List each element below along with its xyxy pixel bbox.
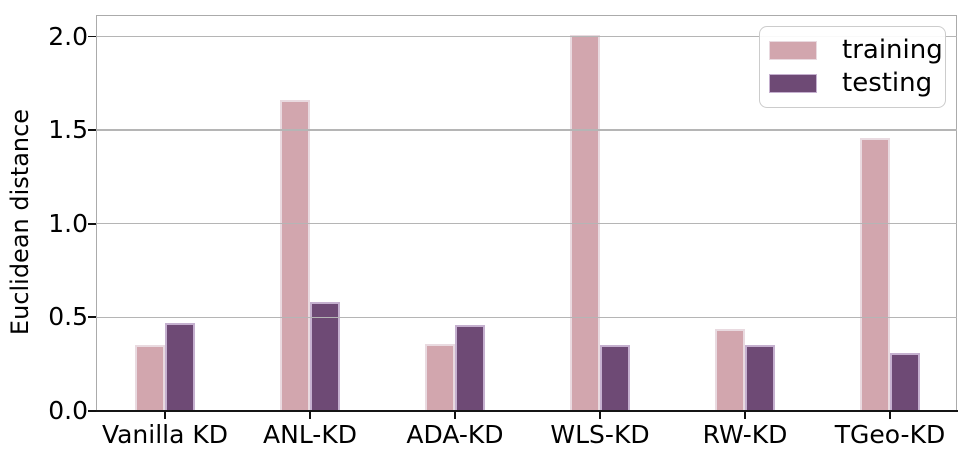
- legend-item-testing: testing: [769, 69, 935, 98]
- bar-testing-ANL-KD: [310, 302, 340, 411]
- gridline-2.0: [96, 35, 957, 38]
- y-tick-0.5: [88, 316, 96, 319]
- x-tick-RW-KD: [744, 411, 746, 419]
- bar-training-TGeo-KD: [860, 137, 890, 411]
- bar-training-ADA-KD: [425, 343, 455, 411]
- bar-training-RW-KD: [715, 328, 745, 411]
- x-tick-label-Vanilla KD: Vanilla KD: [101, 420, 229, 449]
- legend-swatch-training: [769, 40, 817, 60]
- x-tick-TGeo-KD: [889, 411, 891, 419]
- x-tick-ADA-KD: [454, 411, 456, 419]
- bar-training-Vanilla KD: [135, 345, 165, 411]
- bar-testing-RW-KD: [745, 345, 775, 411]
- bar-testing-TGeo-KD: [890, 352, 920, 411]
- legend-swatch-testing: [769, 74, 817, 94]
- y-tick-label-1.0: 1.0: [48, 208, 88, 238]
- gridline-1.0: [96, 223, 957, 225]
- legend-label-testing: testing: [842, 68, 933, 99]
- y-tick-label-2.0: 2.0: [48, 21, 88, 51]
- legend-label-training: training: [842, 34, 943, 65]
- bar-training-ANL-KD: [280, 100, 310, 411]
- y-tick-label-0.5: 0.5: [48, 302, 88, 332]
- y-tick-0.0: [88, 410, 96, 412]
- x-axis-line: [95, 409, 958, 412]
- bar-testing-ADA-KD: [455, 324, 485, 411]
- gridline-0.5: [96, 316, 957, 319]
- y-tick-2.0: [88, 35, 96, 38]
- x-tick-label-TGeo-KD: TGeo-KD: [834, 420, 946, 449]
- gridline-1.5: [96, 129, 957, 131]
- x-tick-Vanilla KD: [164, 411, 166, 419]
- bar-testing-WLS-KD: [600, 345, 630, 411]
- legend-item-training: training: [769, 36, 943, 65]
- legend: training testing: [759, 26, 946, 108]
- bar-testing-Vanilla KD: [165, 323, 195, 411]
- x-tick-label-ANL-KD: ANL-KD: [263, 420, 357, 449]
- y-tick-label-1.5: 1.5: [48, 115, 88, 145]
- y-tick-1.5: [88, 129, 96, 132]
- x-tick-label-ADA-KD: ADA-KD: [406, 420, 504, 449]
- y-tick-1.0: [88, 222, 96, 225]
- x-tick-label-WLS-KD: WLS-KD: [550, 420, 650, 449]
- x-tick-label-RW-KD: RW-KD: [702, 420, 788, 449]
- x-tick-WLS-KD: [599, 411, 601, 419]
- x-tick-ANL-KD: [309, 411, 311, 419]
- y-tick-label-0.0: 0.0: [48, 396, 88, 425]
- bar-training-WLS-KD: [570, 34, 600, 411]
